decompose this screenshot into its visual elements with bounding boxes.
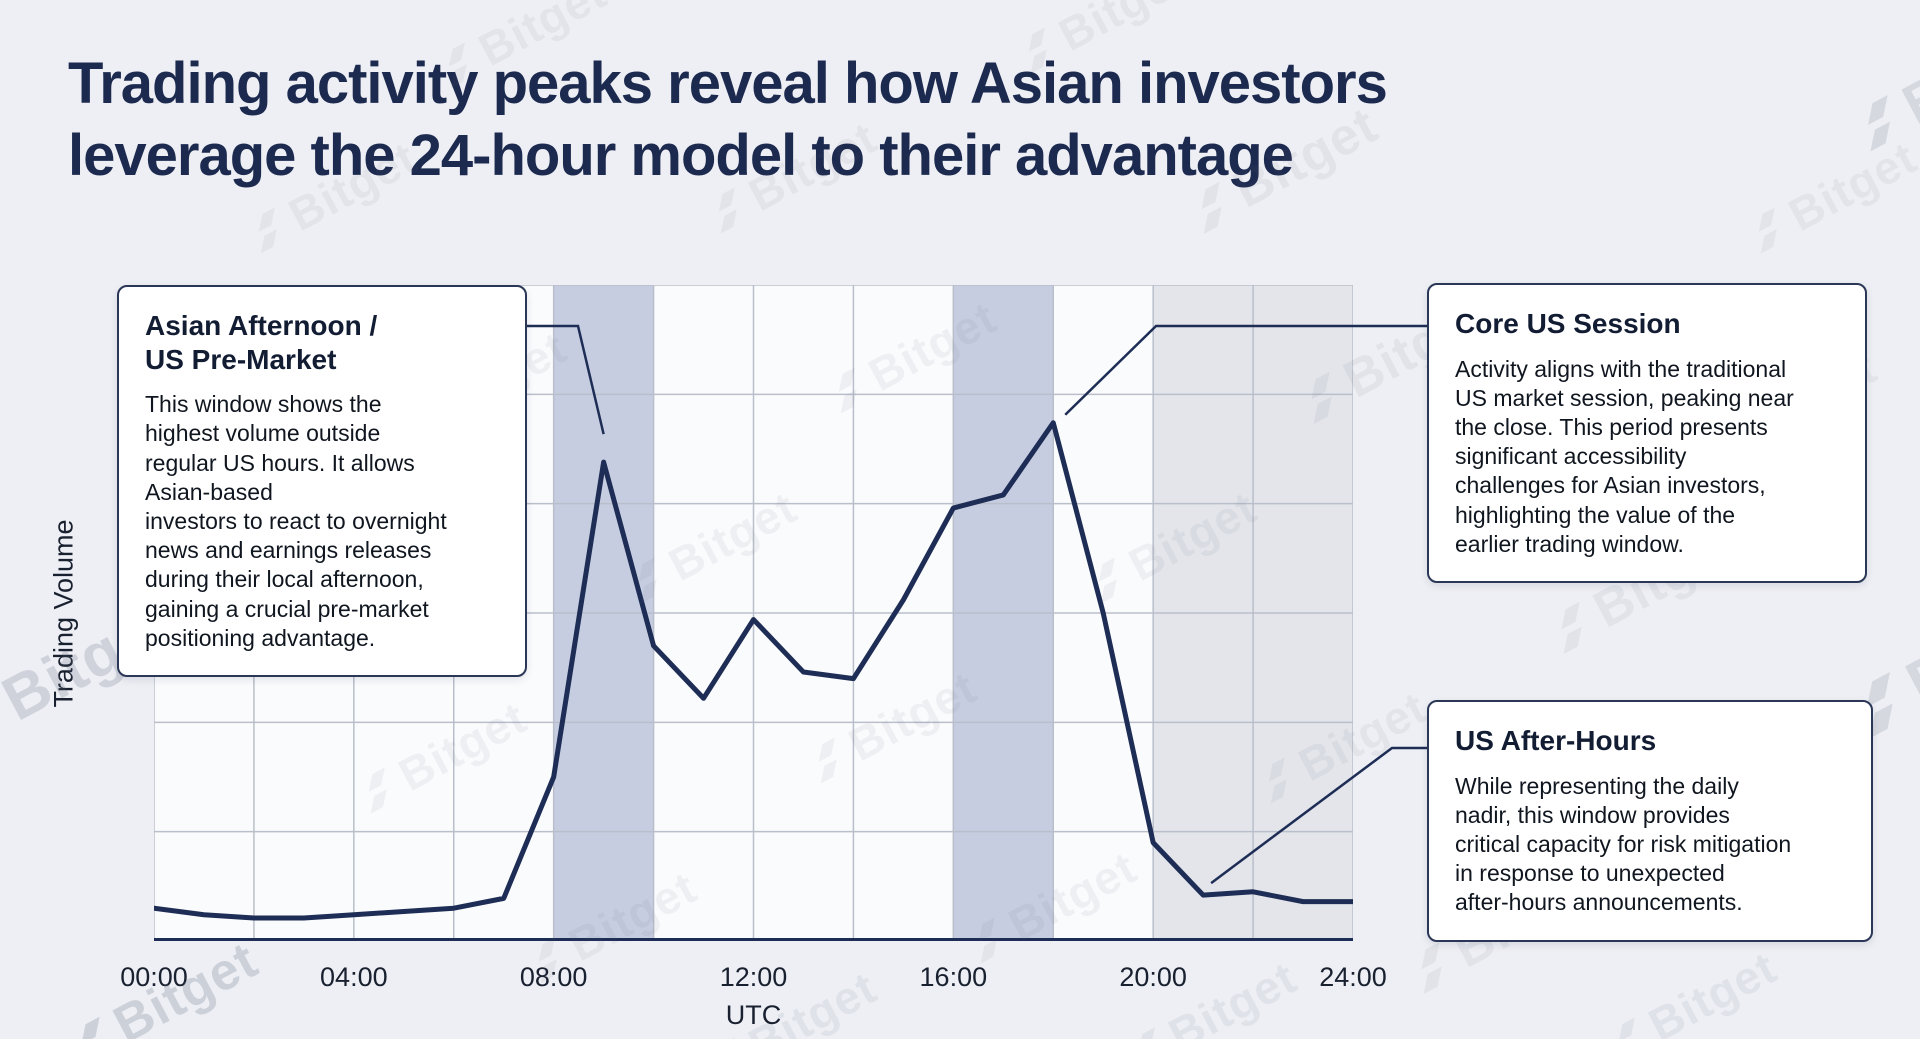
x-tick-label: 20:00 bbox=[1119, 962, 1187, 992]
bitget-logo-icon bbox=[719, 187, 737, 235]
bitget-watermark: Bitget bbox=[1843, 2, 1920, 163]
bitget-logo-icon bbox=[0, 684, 13, 755]
bitget-logo-icon bbox=[1561, 601, 1582, 655]
callout-title: Asian Afternoon / US Pre-Market bbox=[145, 310, 378, 375]
bitget-logo-icon bbox=[81, 1016, 100, 1039]
bitget-watermark-text: Bitget bbox=[1894, 564, 1920, 721]
bitget-logo-icon bbox=[1759, 207, 1777, 255]
x-tick-label: 16:00 bbox=[919, 962, 988, 992]
x-tick-label: 04:00 bbox=[320, 962, 388, 992]
trading-volume-line bbox=[154, 420, 1353, 921]
page-title-line2: leverage the 24-hour model to their adva… bbox=[68, 122, 1294, 188]
callout-title: Core US Session bbox=[1455, 308, 1681, 339]
page-title-line1: Trading activity peaks reveal how Asian … bbox=[68, 51, 1388, 116]
callout-title: US After-Hours bbox=[1455, 725, 1657, 756]
callout-core-us-session: Core US Session Activity aligns with the… bbox=[1427, 283, 1867, 584]
bitget-logo-icon bbox=[259, 207, 277, 255]
x-tick-label: 24:00 bbox=[1319, 962, 1387, 992]
bitget-watermark-text: Bitget bbox=[1892, 2, 1920, 136]
x-tick-label: 00:00 bbox=[120, 962, 188, 992]
bitget-logo-icon bbox=[1619, 1017, 1636, 1039]
x-axis-label: UTC bbox=[725, 1000, 782, 1030]
callout-body: Activity aligns with the traditional US … bbox=[1455, 355, 1794, 557]
y-axis-label-text: Trading Volume bbox=[48, 518, 79, 708]
bitget-logo-icon bbox=[1867, 94, 1890, 152]
bitget-watermark-text: Bitget bbox=[1780, 130, 1920, 241]
bitget-logo-icon bbox=[719, 1037, 736, 1039]
callout-us-after-hours: US After-Hours While representing the da… bbox=[1427, 700, 1873, 942]
y-axis-label: Trading Volume bbox=[42, 285, 86, 941]
callout-asian-afternoon: Asian Afternoon / US Pre-Market This win… bbox=[117, 285, 527, 678]
callout-body: While representing the daily nadir, this… bbox=[1455, 772, 1792, 916]
x-tick-label: 12:00 bbox=[719, 962, 788, 992]
x-axis-ticks: 00:00 04:00 08:00 12:00 16:00 20:00 24:00 bbox=[0, 962, 1920, 1002]
page-title: Trading activity peaks reveal how Asian … bbox=[68, 48, 1768, 192]
callout-body: This window shows the highest volume out… bbox=[145, 391, 447, 651]
x-tick-label: 08:00 bbox=[519, 962, 588, 992]
